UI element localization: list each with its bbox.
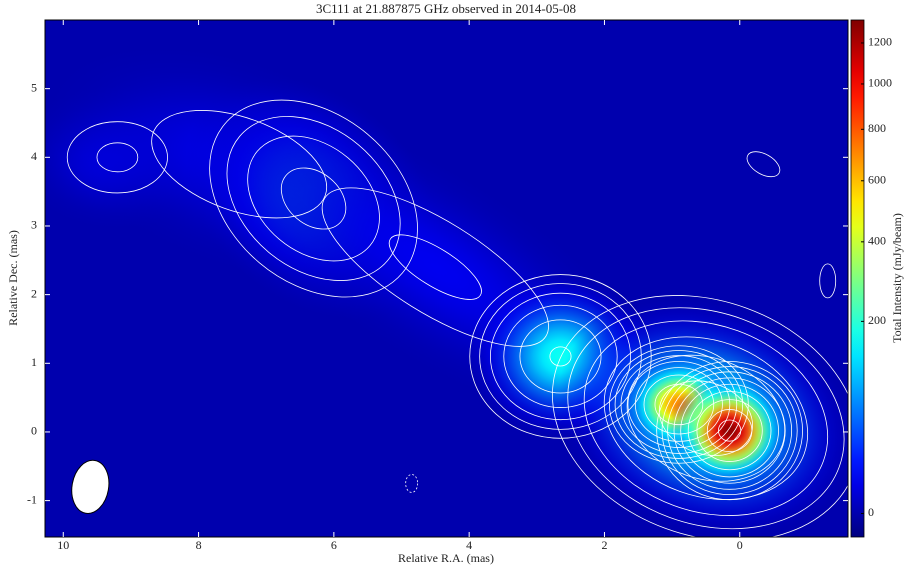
contour <box>405 474 419 493</box>
x-tick-label: 0 <box>737 538 743 552</box>
y-tick-label: 4 <box>31 149 37 163</box>
contour <box>151 110 328 219</box>
contour <box>614 350 744 459</box>
contour <box>226 116 401 281</box>
x-tick-label: 4 <box>466 538 472 552</box>
contour <box>718 419 742 442</box>
x-axis-label: Relative R.A. (mas) <box>398 551 494 565</box>
y-axis-label: Relative Dec. (mas) <box>6 230 20 326</box>
contour <box>680 383 779 478</box>
contour <box>96 142 139 173</box>
contour <box>519 319 602 394</box>
x-tick-label: 8 <box>196 538 202 552</box>
contour <box>627 361 731 448</box>
chart-title: 3C111 at 21.887875 GHz observed in 2014-… <box>316 1 576 16</box>
y-tick-label: 0 <box>31 424 37 438</box>
colorbar-tick-label: 400 <box>868 234 886 248</box>
contour <box>280 167 347 230</box>
y-tick-label: 3 <box>31 218 37 232</box>
contour <box>479 283 642 430</box>
contour <box>706 409 753 453</box>
colorbar-tick-label: 800 <box>868 121 886 135</box>
x-tick-label: 2 <box>601 538 607 552</box>
colorbar-tick-label: 600 <box>868 173 886 187</box>
contour <box>247 135 380 262</box>
contour <box>634 367 723 442</box>
contour <box>209 99 418 298</box>
image <box>45 20 848 537</box>
contour <box>620 355 738 454</box>
colorbar-label: Total Intensity (mJy/beam) <box>890 213 904 343</box>
contour <box>603 336 809 500</box>
contour <box>667 371 793 490</box>
colorbar-tick-label: 0 <box>868 505 874 519</box>
contour <box>656 361 803 501</box>
contour <box>696 399 763 462</box>
x-tick-label: 6 <box>331 538 337 552</box>
colorbar-tick-label: 1000 <box>868 76 892 90</box>
contour <box>746 151 781 178</box>
contour <box>503 304 618 408</box>
colorbar-tick-label: 1200 <box>868 35 892 49</box>
contour <box>388 234 482 300</box>
contour <box>469 274 652 439</box>
beam <box>71 459 110 514</box>
contour <box>687 390 772 471</box>
contour <box>66 121 168 194</box>
contour <box>609 345 749 464</box>
contour <box>583 320 829 516</box>
plot-frame <box>44 19 849 538</box>
contour <box>321 187 549 347</box>
y-tick-label: 1 <box>31 355 37 369</box>
contour <box>552 295 848 537</box>
y-tick-label: -1 <box>27 492 37 506</box>
contour <box>567 307 845 530</box>
contour <box>673 377 786 484</box>
contour <box>819 263 837 299</box>
contour <box>661 366 798 496</box>
contour <box>654 383 704 426</box>
contour <box>489 292 631 421</box>
x-tick-label: 10 <box>57 538 69 552</box>
emission-component <box>668 372 791 489</box>
y-tick-label: 2 <box>31 286 37 300</box>
colorbar-tick-label: 200 <box>868 313 886 327</box>
contour <box>643 374 715 435</box>
colorbar <box>850 19 865 538</box>
y-tick-label: 5 <box>31 80 37 94</box>
contour <box>549 346 572 367</box>
